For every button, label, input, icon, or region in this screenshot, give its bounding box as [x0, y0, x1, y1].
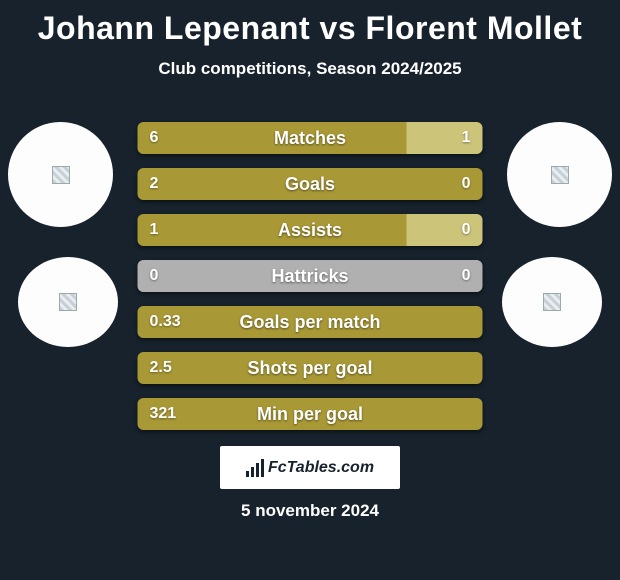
page-subtitle: Club competitions, Season 2024/2025: [0, 59, 620, 79]
player2-avatar-top: [507, 122, 612, 227]
stat-label: Hattricks: [138, 266, 483, 287]
date-label: 5 november 2024: [0, 501, 620, 521]
stat-label: Goals per match: [138, 312, 483, 333]
stat-row: 0Hattricks0: [138, 260, 483, 292]
stat-row: 0.33Goals per match: [138, 306, 483, 338]
stat-value-right: 1: [462, 122, 471, 154]
brand-badge: FcTables.com: [220, 446, 400, 489]
stats-container: 6Matches12Goals01Assists00Hattricks00.33…: [138, 122, 483, 430]
stat-label: Goals: [138, 174, 483, 195]
placeholder-image-icon: [52, 166, 70, 184]
stat-value-right: 0: [462, 214, 471, 246]
stat-label: Matches: [138, 128, 483, 149]
stat-row: 321Min per goal: [138, 398, 483, 430]
placeholder-image-icon: [551, 166, 569, 184]
stat-value-right: 0: [462, 260, 471, 292]
stat-value-right: 0: [462, 168, 471, 200]
page-title: Johann Lepenant vs Florent Mollet: [0, 0, 620, 47]
player1-avatar-top: [8, 122, 113, 227]
stat-row: 1Assists0: [138, 214, 483, 246]
stat-label: Shots per goal: [138, 358, 483, 379]
player1-avatar-bottom: [18, 257, 118, 347]
stat-label: Assists: [138, 220, 483, 241]
bar-chart-icon: [246, 459, 264, 477]
stat-row: 6Matches1: [138, 122, 483, 154]
player2-avatar-bottom: [502, 257, 602, 347]
stat-label: Min per goal: [138, 404, 483, 425]
brand-label: FcTables.com: [268, 459, 374, 477]
stat-row: 2.5Shots per goal: [138, 352, 483, 384]
placeholder-image-icon: [543, 293, 561, 311]
placeholder-image-icon: [59, 293, 77, 311]
stat-row: 2Goals0: [138, 168, 483, 200]
